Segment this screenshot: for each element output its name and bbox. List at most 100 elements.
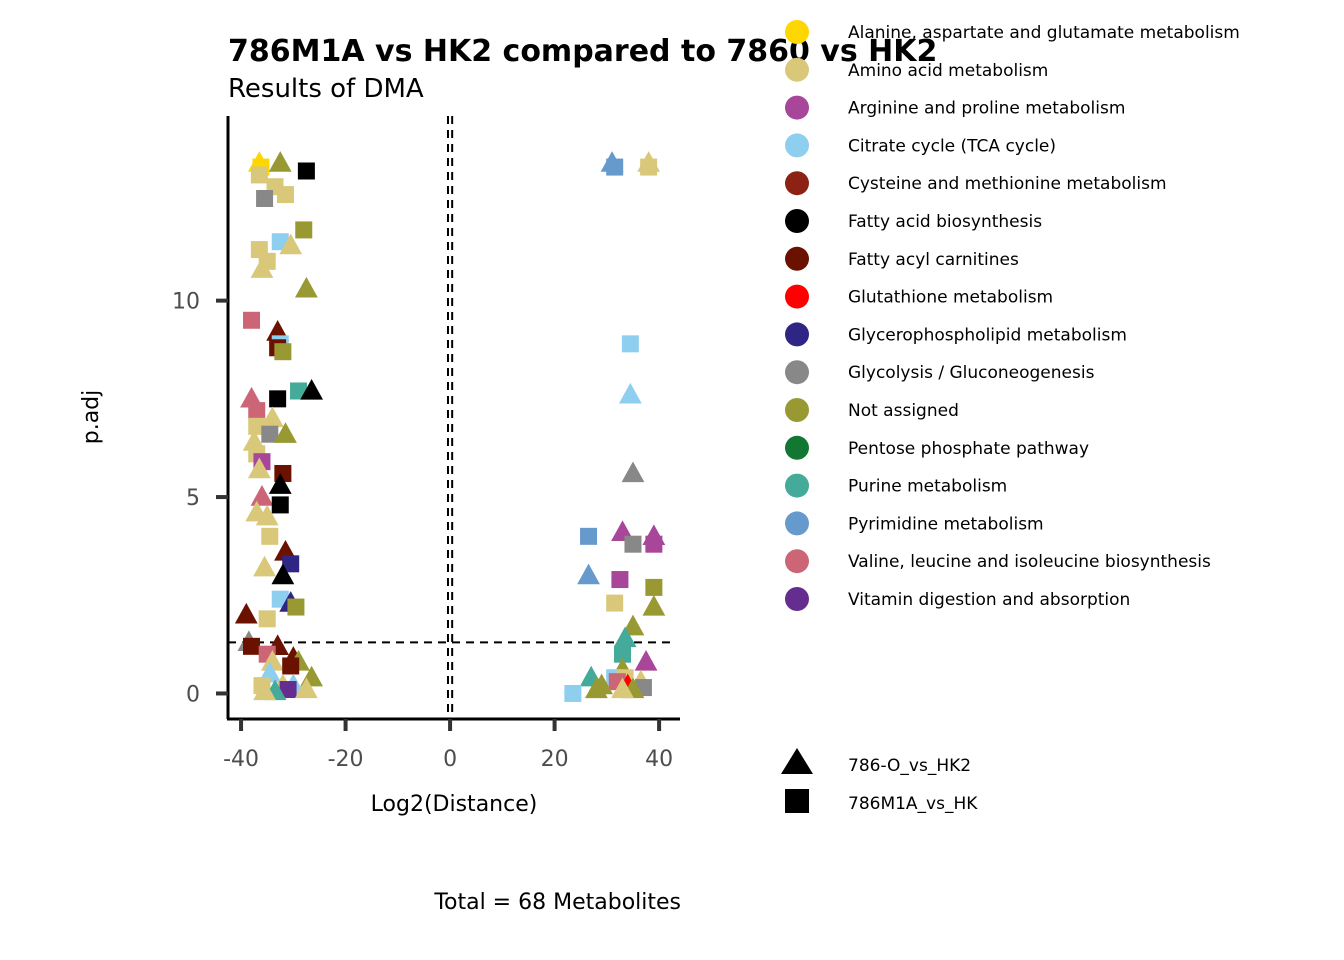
- data-point-square: [276, 186, 294, 204]
- data-point-triangle: [621, 461, 645, 483]
- y-axis-ticks: 0 5 10: [172, 290, 228, 707]
- legend-color-swatch: [785, 20, 809, 44]
- legend-color-label: Amino acid metabolism: [848, 61, 1048, 81]
- data-point-triangle: [274, 422, 297, 443]
- y-tick-label: 0: [186, 682, 200, 707]
- y-tick-label: 5: [186, 486, 200, 511]
- legend-color-swatch: [785, 473, 809, 498]
- shape-legend: 786-O_vs_HK2 786M1A_vs_HK: [781, 748, 978, 814]
- data-point-square: [606, 158, 624, 176]
- legend-shape-label: 786M1A_vs_HK: [848, 794, 978, 814]
- data-point-triangle: [271, 563, 295, 585]
- data-point-triangle: [261, 650, 284, 671]
- legend-color-label: Purine metabolism: [848, 477, 1007, 497]
- chart-title: 786M1A vs HK2 compared to 7860 vs HK2: [228, 34, 937, 69]
- legend-color-label: Cysteine and methionine metabolism: [848, 174, 1167, 194]
- data-point-square: [564, 684, 582, 702]
- data-point-square: [645, 535, 663, 553]
- legend-color-label: Vitamin digestion and absorption: [848, 590, 1130, 610]
- data-point-triangle: [261, 406, 284, 428]
- chart-caption: Total = 68 Metabolites: [433, 890, 681, 915]
- legend-color-swatch: [785, 284, 809, 309]
- legend-color-swatch: [785, 95, 809, 120]
- legend-color-swatch: [785, 209, 809, 233]
- data-point-triangle: [253, 555, 276, 577]
- data-point-square: [287, 598, 305, 616]
- legend-shape-triangle: [781, 748, 813, 774]
- legend-color-label: Pentose phosphate pathway: [848, 439, 1089, 459]
- data-point-square: [279, 681, 297, 699]
- plot-area: [228, 116, 670, 719]
- data-point-triangle: [268, 151, 292, 172]
- x-tick-label: 40: [645, 747, 673, 772]
- data-point-square: [282, 657, 300, 675]
- data-point-square: [258, 610, 276, 628]
- data-point-triangle: [300, 378, 324, 400]
- data-point-triangle: [584, 677, 608, 699]
- legend-color-label: Not assigned: [848, 401, 959, 421]
- data-point-square: [269, 390, 287, 408]
- y-tick-label: 10: [172, 290, 200, 315]
- data-point-square: [250, 166, 268, 184]
- data-point-triangle: [268, 473, 292, 494]
- legend-color-swatch: [785, 549, 809, 574]
- legend-color-label: Alanine, aspartate and glutamate metabol…: [848, 23, 1240, 43]
- x-tick-label: -20: [328, 747, 364, 772]
- legend-color-label: Citrate cycle (TCA cycle): [848, 136, 1056, 156]
- legend-color-label: Glutathione metabolism: [848, 288, 1053, 308]
- legend-color-label: Glycolysis / Gluconeogenesis: [848, 363, 1095, 383]
- chart-subtitle: Results of DMA: [228, 74, 424, 104]
- data-point-triangle: [234, 602, 258, 624]
- data-point-triangle: [642, 595, 666, 616]
- color-legend: Alanine, aspartate and glutamate metabol…: [785, 20, 1240, 611]
- legend-shape-square: [785, 789, 809, 813]
- data-point-square: [624, 535, 642, 553]
- legend-color-swatch: [785, 57, 809, 82]
- data-point-triangle: [577, 563, 600, 585]
- data-point-square: [621, 335, 639, 353]
- legend-color-swatch: [785, 511, 809, 536]
- legend-color-label: Fatty acid biosynthesis: [848, 212, 1042, 232]
- data-point-square: [248, 417, 266, 435]
- data-point-triangle: [255, 504, 279, 526]
- data-point-triangle: [250, 485, 274, 506]
- legend-color-swatch: [785, 360, 809, 385]
- legend-shape-label: 786-O_vs_HK2: [848, 756, 971, 776]
- x-axis-label: Log2(Distance): [371, 792, 538, 817]
- legend-color-label: Valine, leucine and isoleucine biosynthe…: [848, 552, 1211, 572]
- data-point-square: [645, 578, 663, 596]
- y-axis-label: p.adj: [79, 390, 104, 445]
- x-tick-label: 0: [443, 747, 457, 772]
- data-point-square: [297, 162, 315, 180]
- data-point-square: [611, 571, 629, 589]
- data-point-triangle: [294, 276, 318, 298]
- legend-color-label: Pyrimidine metabolism: [848, 514, 1044, 534]
- x-tick-label: 20: [541, 747, 569, 772]
- data-point-triangle: [279, 233, 303, 255]
- data-point-triangle: [634, 650, 658, 671]
- data-point-square: [614, 645, 632, 663]
- legend-color-swatch: [785, 133, 809, 158]
- legend-color-label: Arginine and proline metabolism: [848, 99, 1125, 119]
- data-point-square: [248, 402, 266, 420]
- data-point-square: [261, 527, 279, 545]
- legend-color-swatch: [785, 322, 809, 347]
- legend-color-label: Fatty acyl carnitines: [848, 250, 1019, 270]
- data-point-square: [274, 343, 292, 361]
- data-point-square: [243, 637, 261, 655]
- data-point-triangle: [294, 677, 318, 699]
- data-point-square: [640, 158, 658, 176]
- data-point-square: [243, 311, 261, 329]
- data-point-square: [271, 496, 289, 514]
- legend-color-label: Glycerophospholipid metabolism: [848, 325, 1127, 345]
- legend-color-swatch: [785, 587, 809, 611]
- x-tick-label: -40: [223, 747, 259, 772]
- legend-color-swatch: [785, 435, 809, 460]
- x-axis-ticks: -40 -20 0 20 40: [223, 719, 673, 772]
- points-layer: [234, 151, 666, 702]
- data-point-triangle: [611, 677, 634, 699]
- data-point-triangle: [247, 457, 271, 479]
- legend-color-swatch: [785, 246, 809, 271]
- data-point-square: [580, 527, 598, 545]
